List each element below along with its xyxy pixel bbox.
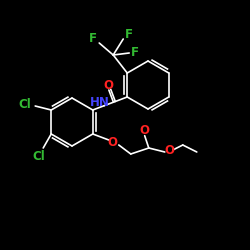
Text: O: O bbox=[165, 144, 175, 156]
Text: Cl: Cl bbox=[19, 98, 32, 110]
Text: Cl: Cl bbox=[33, 150, 46, 162]
Text: F: F bbox=[131, 46, 139, 60]
Text: HN: HN bbox=[90, 96, 110, 109]
Text: O: O bbox=[104, 78, 114, 92]
Text: F: F bbox=[125, 28, 133, 40]
Text: F: F bbox=[89, 32, 97, 44]
Text: O: O bbox=[108, 136, 118, 148]
Text: O: O bbox=[140, 124, 150, 137]
